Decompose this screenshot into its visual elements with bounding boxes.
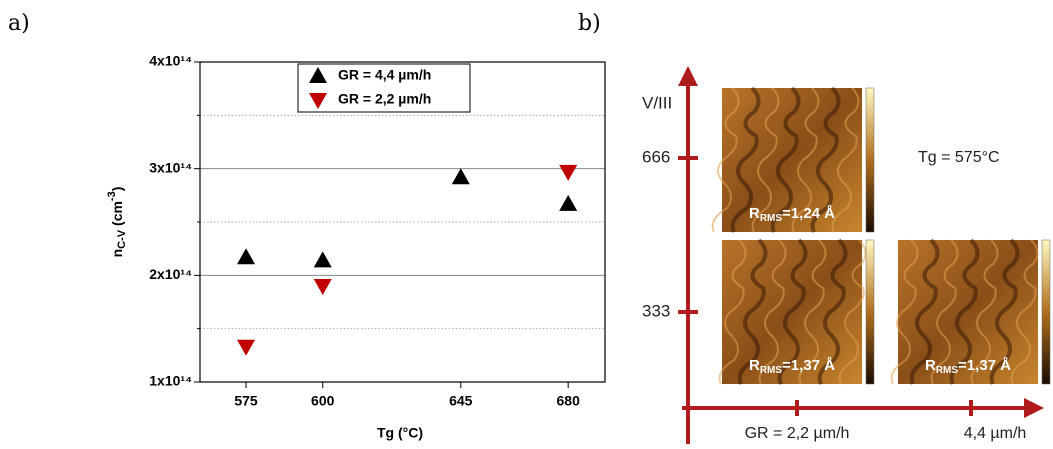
rms-value: =1,37 Å <box>958 357 1011 374</box>
legend-label: GR = 2,2 µm/h <box>338 91 431 107</box>
x-tick-label: 645 <box>449 393 473 409</box>
rms-value: =1,24 Å <box>782 205 835 222</box>
y-label-exp: -3 <box>106 191 118 201</box>
rms-value: =1,37 Å <box>782 357 835 374</box>
rms-sub: RMS <box>760 365 783 376</box>
afm-colorbar <box>866 240 874 384</box>
marker <box>559 195 577 211</box>
rms-r: R <box>749 205 760 222</box>
legend-label: GR = 4,4 µm/h <box>338 67 431 83</box>
rms-sub: RMS <box>760 213 783 224</box>
afm-image: RRMS=1,24 Å <box>713 88 874 232</box>
y-axis-label: nC-V (cm-3) <box>106 187 128 258</box>
tick-label: 4,4 µm/h <box>964 425 1027 442</box>
arrow-head <box>1024 398 1044 418</box>
panel-label: a) <box>8 11 30 36</box>
panel-label: b) <box>578 11 601 36</box>
x-tick-label: 600 <box>311 393 335 409</box>
diagram: V/III 666 333 GR = 2,2 µm/h 4,4 µm/h Tg … <box>642 66 1050 444</box>
afm-image: RRMS=1,37 Å <box>892 240 1050 384</box>
marker <box>237 248 255 264</box>
marker <box>237 340 255 356</box>
arrow-head <box>678 66 698 86</box>
x-tick-label: 680 <box>557 393 581 409</box>
y-tick-label: 3x10¹⁴ <box>149 159 192 175</box>
y-tick-label: 4x10¹⁴ <box>149 53 192 69</box>
afm-colorbar <box>1042 240 1050 384</box>
rms-r: R <box>749 357 760 374</box>
x-axis-label: Tg (°C) <box>377 425 423 441</box>
y-tick-label: 2x10¹⁴ <box>149 266 192 282</box>
rms-sub: RMS <box>936 365 959 376</box>
afm-image: RRMS=1,37 Å <box>720 240 874 384</box>
marker <box>452 168 470 184</box>
afm-colorbar <box>866 88 874 232</box>
x-tick-label: 575 <box>234 393 258 409</box>
tick-label: 666 <box>642 147 670 166</box>
rms-r: R <box>925 357 936 374</box>
y-tick-label: 1x10¹⁴ <box>149 373 192 389</box>
y-label-close: ) <box>109 187 125 192</box>
marker <box>559 165 577 181</box>
axis-label: V/III <box>642 93 672 112</box>
marker <box>314 251 332 267</box>
annotation: Tg = 575°C <box>918 149 1000 166</box>
y-label-main: n <box>109 249 125 258</box>
tick-label: 333 <box>642 301 670 320</box>
y-label-unit: (cm <box>109 201 125 230</box>
y-label-sub: C-V <box>116 229 128 249</box>
figure: a) b) Tg (°C) nC-V (cm-3) V/III 666 333 … <box>0 0 1053 444</box>
tick-label: GR = 2,2 µm/h <box>745 425 850 442</box>
marker <box>314 279 332 295</box>
